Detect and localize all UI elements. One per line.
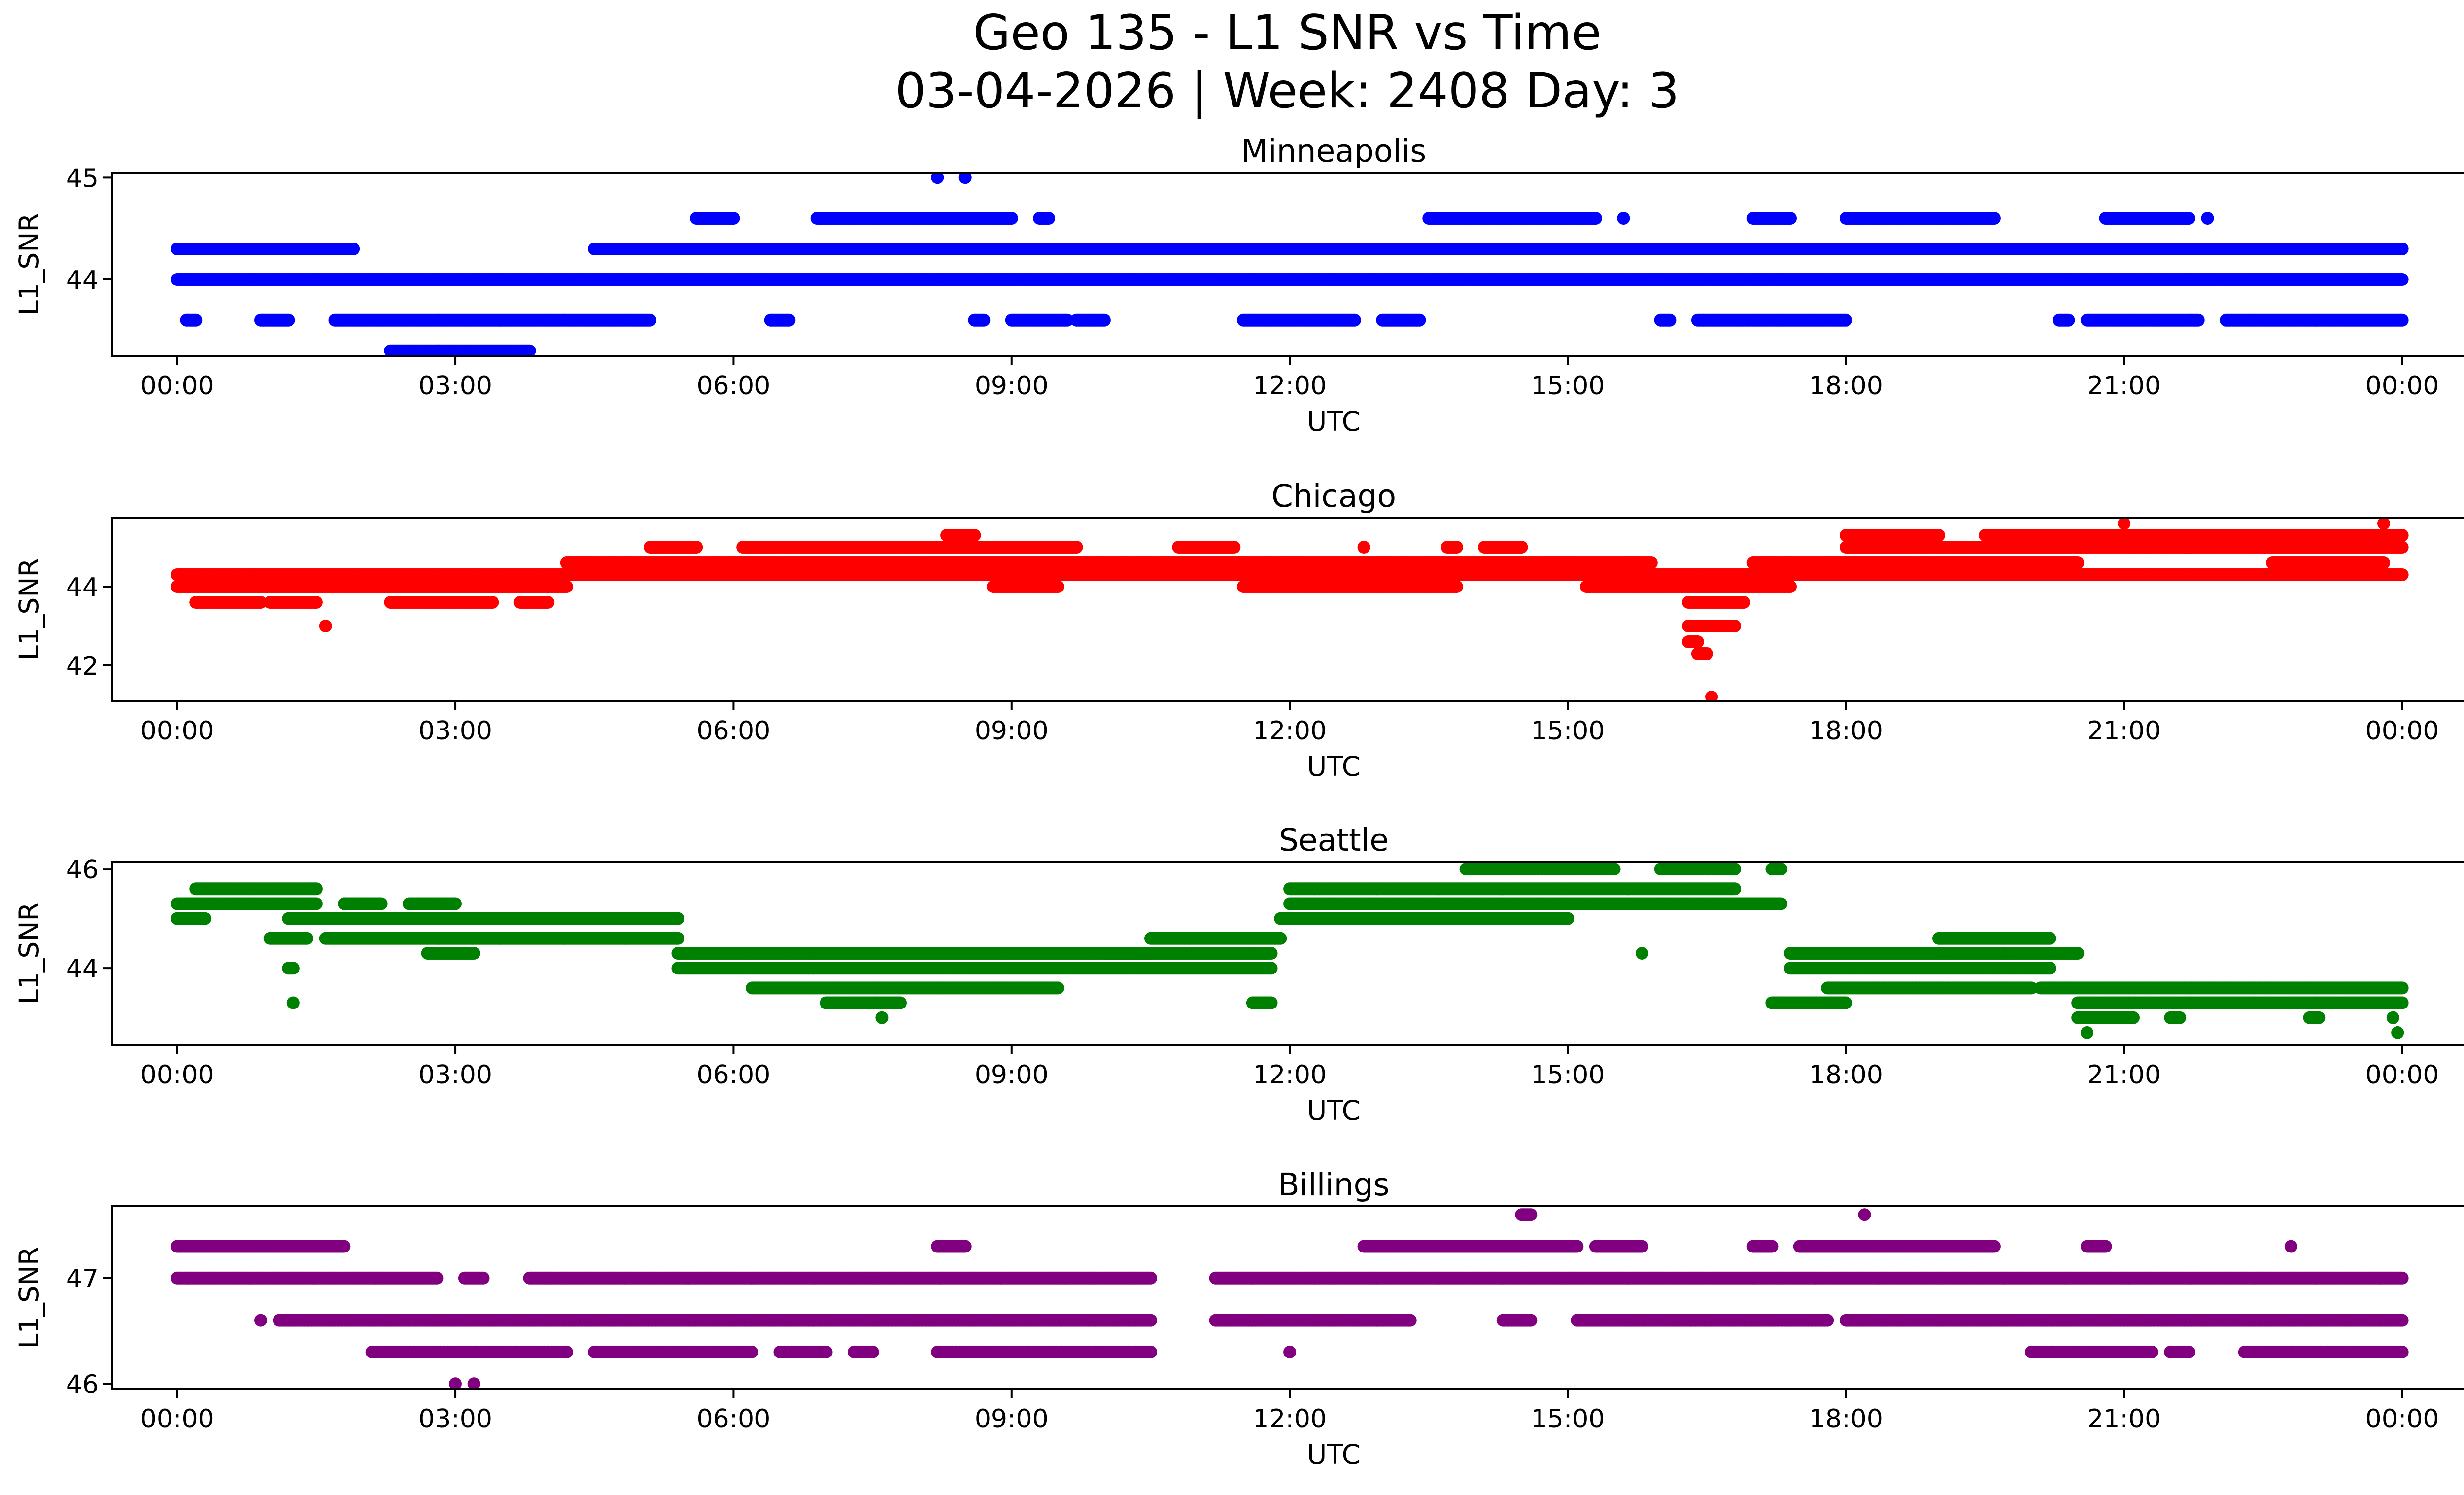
data-point	[2396, 273, 2409, 286]
data-point	[282, 313, 295, 327]
x-tick-label: 06:00	[696, 371, 770, 401]
x-axis-label: UTC	[1307, 406, 1361, 437]
data-point	[727, 212, 740, 225]
data-point	[2182, 212, 2195, 225]
panel-title: Chicago	[1271, 478, 1396, 514]
data-point	[1589, 212, 1602, 225]
data-point	[1784, 580, 1797, 593]
chart-title-line2: 03-04-2026 | Week: 2408 Day: 3	[895, 63, 1679, 119]
data-point	[1005, 212, 1018, 225]
data-point	[2396, 243, 2409, 255]
x-tick-label: 15:00	[1531, 371, 1605, 401]
data-points	[171, 518, 2409, 701]
axes-frame	[111, 172, 2464, 357]
data-point	[644, 313, 657, 327]
data-point	[2191, 313, 2205, 327]
data-point	[2396, 313, 2409, 327]
data-point	[1784, 212, 1797, 225]
data-point	[347, 243, 360, 255]
data-point	[1617, 212, 1630, 225]
data-point	[977, 313, 991, 327]
chart-panels: Minneapolis 00:00 03:00 06:00 09:00 12:00 15:0…	[13, 133, 2464, 1470]
x-tick-label: 00:00	[140, 371, 214, 401]
data-point	[1839, 313, 1852, 327]
data-point	[1042, 212, 1055, 225]
panel-minneapolis: Minneapolis 00:00 03:00 06:00 09:00 12:00 15:0…	[13, 133, 2464, 437]
x-tick-label: 00:00	[2365, 371, 2439, 401]
data-point	[1413, 313, 1426, 327]
x-tick-label: 03:00	[418, 371, 492, 401]
data-point	[2062, 313, 2075, 327]
data-point	[1987, 212, 2001, 225]
data-point	[1348, 313, 1361, 327]
data-point	[1097, 313, 1111, 327]
x-tick-label: 12:00	[1253, 371, 1327, 401]
x-tick-label: 18:00	[1809, 371, 1883, 401]
x-tick-label: 21:00	[2087, 371, 2161, 401]
y-tick-label: 44	[66, 266, 99, 295]
data-point	[560, 580, 573, 593]
y-axis-label: L1_SNR	[13, 213, 45, 315]
y-tick-label: 45	[66, 164, 99, 193]
data-point	[189, 313, 203, 327]
data-point	[1663, 313, 1677, 327]
x-tick-label: 09:00	[975, 371, 1049, 401]
data-point	[2201, 212, 2214, 225]
data-point	[783, 313, 796, 327]
data-points	[171, 173, 2409, 356]
chart-title-line1: Geo 135 - L1 SNR vs Time	[973, 5, 1602, 61]
panel-title: Minneapolis	[1241, 133, 1426, 169]
data-point	[1061, 313, 1074, 327]
